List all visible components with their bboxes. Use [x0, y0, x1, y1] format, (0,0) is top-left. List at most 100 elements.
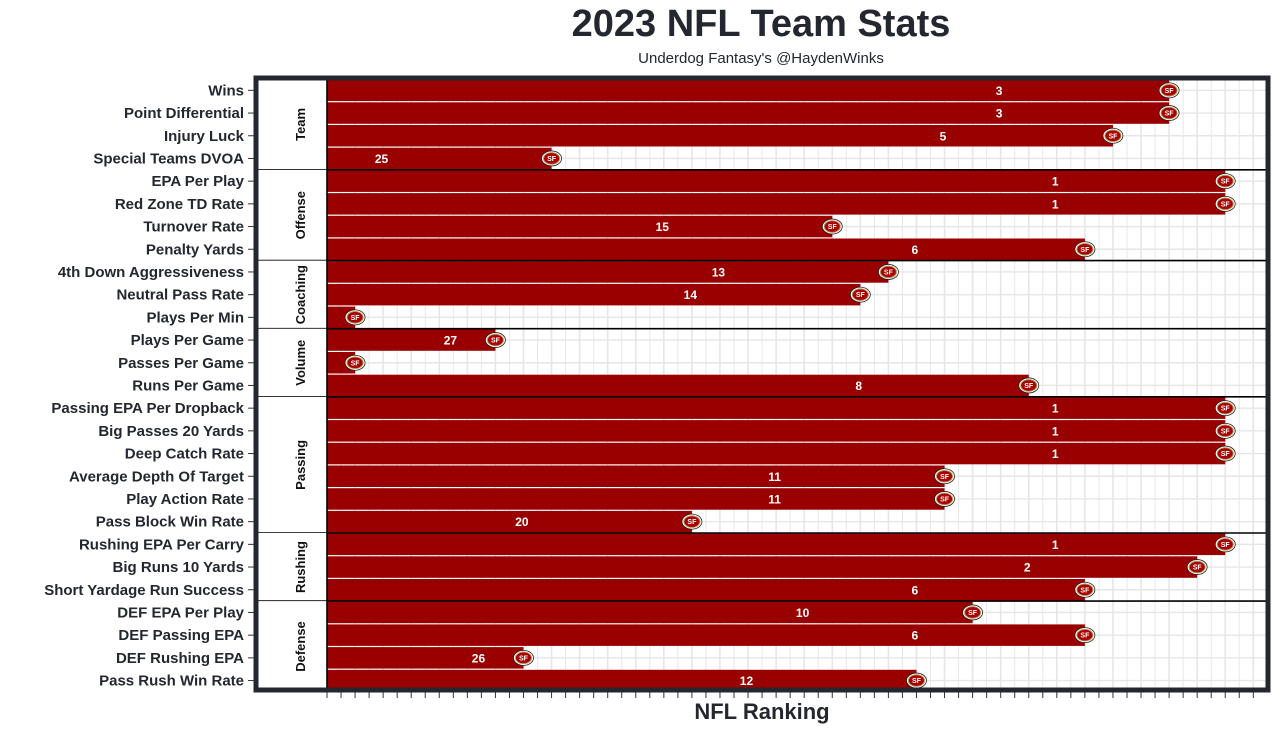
- bar-3-0: [327, 329, 496, 351]
- team-logo-icon: SF: [1074, 241, 1096, 258]
- bar-0-2: [327, 125, 1113, 147]
- team-logo-icon: SF: [1102, 127, 1124, 144]
- team-logo-icon: SF: [1074, 581, 1096, 598]
- bar-6-2: [327, 647, 524, 669]
- team-logo-text: SF: [1221, 201, 1231, 208]
- team-logo-text: SF: [1193, 565, 1203, 572]
- team-logo-icon: SF: [849, 286, 871, 303]
- rank-label: 15: [656, 220, 670, 234]
- row-label: EPA Per Play: [151, 173, 244, 190]
- team-logo-text: SF: [856, 292, 866, 299]
- bar-6-0: [327, 601, 973, 624]
- team-logo-text: SF: [1221, 179, 1231, 186]
- row-label: Injury Luck: [164, 128, 245, 145]
- team-logo-icon: SF: [1214, 445, 1236, 462]
- facet-strip: [256, 328, 327, 397]
- rank-label: 13: [712, 265, 726, 279]
- rank-label: 10: [796, 606, 810, 620]
- rank-label: 1: [1052, 447, 1059, 461]
- row-label: Penalty Yards: [146, 241, 244, 258]
- bar-5-2: [327, 579, 1085, 601]
- team-logo-text: SF: [1080, 247, 1090, 254]
- team-logo-icon: SF: [1214, 422, 1236, 439]
- bar-5-0: [327, 533, 1226, 556]
- facet-strip: [256, 601, 327, 692]
- rank-label: 14: [684, 288, 698, 302]
- team-logo-text: SF: [1080, 587, 1090, 594]
- row-label: Average Depth Of Target: [69, 468, 244, 485]
- team-logo-text: SF: [351, 360, 361, 367]
- team-logo-icon: SF: [1214, 536, 1236, 553]
- team-logo-icon: SF: [1214, 173, 1236, 190]
- bar-1-0: [327, 170, 1226, 192]
- team-logo-icon: SF: [541, 150, 562, 167]
- facet-strip: [256, 260, 327, 329]
- team-logo-text: SF: [491, 338, 501, 345]
- chart-subtitle: Underdog Fantasy's @HaydenWinks: [638, 50, 884, 67]
- rank-label: 1: [1052, 402, 1059, 416]
- team-logo-text: SF: [1221, 406, 1231, 413]
- team-logo-icon: SF: [1018, 377, 1040, 394]
- team-logo-text: SF: [940, 496, 950, 503]
- team-logo-text: SF: [1024, 383, 1034, 390]
- bar-4-5: [327, 510, 692, 533]
- bar-4-2: [327, 442, 1226, 465]
- bar-1-3: [327, 238, 1085, 260]
- row-label: Short Yardage Run Success: [44, 582, 244, 599]
- bar-4-4: [327, 488, 945, 510]
- bar-6-1: [327, 624, 1085, 646]
- rank-label: 5: [940, 129, 947, 143]
- team-logo-text: SF: [687, 519, 697, 526]
- team-logo-text: SF: [884, 269, 894, 276]
- team-logo-icon: SF: [1074, 627, 1096, 644]
- bar-0-3: [327, 147, 552, 170]
- team-logo-icon: SF: [1214, 195, 1236, 212]
- team-logo-icon: SF: [1186, 559, 1208, 575]
- facet-label: Coaching: [293, 265, 308, 324]
- bar-4-0: [327, 397, 1226, 419]
- facet-label: Volume: [293, 340, 308, 386]
- row-label: Red Zone TD Rate: [115, 196, 244, 213]
- team-logo-text: SF: [519, 655, 529, 662]
- row-label: Pass Rush Win Rate: [99, 673, 244, 690]
- rank-label: 27: [444, 334, 458, 348]
- row-label: Big Runs 10 Yards: [113, 559, 244, 576]
- facet-label: Rushing: [293, 541, 308, 593]
- team-logo-text: SF: [1108, 133, 1118, 140]
- bar-6-3: [327, 669, 917, 692]
- rank-label: 8: [855, 379, 862, 393]
- rank-label: 25: [375, 152, 389, 166]
- rank-label: 3: [996, 107, 1003, 121]
- strip-layer: Team Offense Coaching Volume Passing Rushing D…: [256, 78, 1268, 692]
- team-logo-text: SF: [1080, 633, 1090, 640]
- rank-label: 26: [472, 651, 486, 665]
- facet-strip: [256, 79, 327, 170]
- row-label: Passes Per Game: [118, 355, 244, 372]
- rank-label: 12: [740, 674, 754, 688]
- row-label: Pass Block Win Rate: [96, 514, 244, 531]
- row-label: Neutral Pass Rate: [116, 287, 244, 304]
- team-logo-icon: SF: [681, 513, 703, 530]
- team-logo-icon: SF: [821, 218, 843, 235]
- rank-label: 3: [996, 84, 1003, 98]
- team-logo-text: SF: [912, 678, 922, 685]
- rank-label: 1: [1052, 197, 1059, 211]
- team-logo-icon: SF: [344, 309, 366, 326]
- row-label: Play Action Rate: [126, 491, 244, 508]
- team-logo-icon: SF: [1158, 105, 1180, 121]
- team-logo-text: SF: [968, 610, 978, 617]
- team-logo-text: SF: [351, 315, 361, 322]
- rank-label: 1: [1052, 175, 1059, 189]
- row-label: Turnover Rate: [143, 219, 244, 236]
- row-label: Plays Per Game: [131, 332, 244, 349]
- row-label: Big Passes 20 Yards: [98, 423, 244, 440]
- rank-label: 11: [768, 492, 781, 506]
- rank-label: 6: [912, 583, 919, 597]
- team-logo-text: SF: [940, 474, 950, 481]
- facet-label: Passing: [293, 440, 308, 490]
- row-label: Wins: [208, 82, 244, 99]
- team-logo-text: SF: [828, 224, 838, 231]
- team-logo-text: SF: [1221, 542, 1231, 549]
- facet-label: Team: [293, 108, 308, 141]
